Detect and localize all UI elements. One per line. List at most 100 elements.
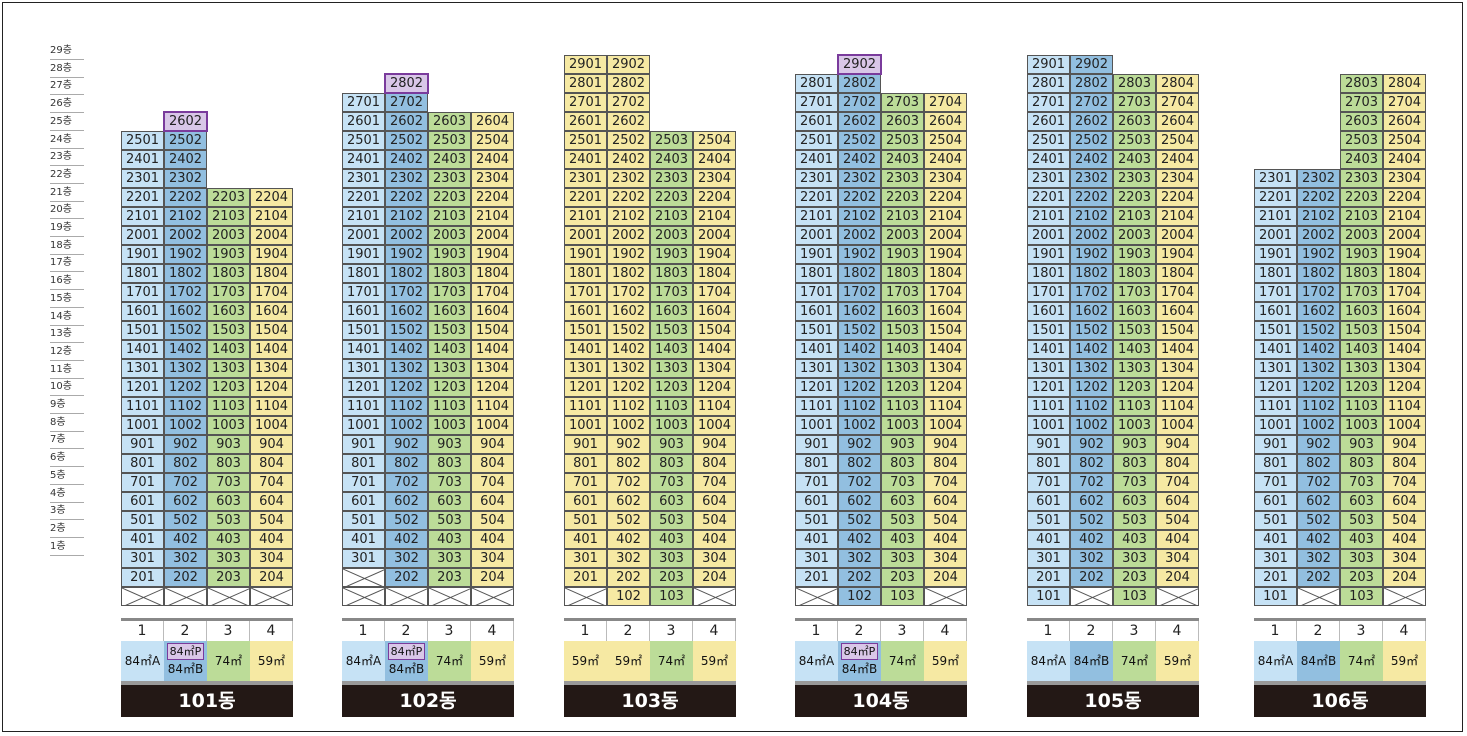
line-number: 3	[881, 621, 924, 641]
unit-cell: 1503	[428, 321, 471, 340]
unit-cell: 2501	[121, 131, 164, 150]
unit-cell: 403	[1113, 530, 1156, 549]
unit-cell: 1802	[607, 264, 650, 283]
floor-label: 21층	[50, 184, 84, 202]
unit-cell: 901	[342, 435, 385, 454]
unit-cell: 2401	[1027, 150, 1070, 169]
unit-cell: 501	[342, 511, 385, 530]
unit-type-label: 74㎡	[207, 641, 250, 681]
unit-cell: 1103	[207, 397, 250, 416]
unit-cell: 602	[838, 492, 881, 511]
unit-cell: 1603	[207, 302, 250, 321]
unit-cell: 1603	[428, 302, 471, 321]
unit-cell: 602	[385, 492, 428, 511]
unit-cell: 1202	[838, 378, 881, 397]
unit-cell: 803	[1340, 454, 1383, 473]
unit-cell: 1304	[1383, 359, 1426, 378]
unit-cell: 601	[564, 492, 607, 511]
unit-cell: 203	[207, 568, 250, 587]
unit-cell: 2001	[1027, 226, 1070, 245]
unit-cell: 2602	[838, 112, 881, 131]
unit-cell: 2302	[1297, 169, 1340, 188]
unit-cell: 1404	[471, 340, 514, 359]
unit-cell: 2102	[164, 207, 207, 226]
line-number: 4	[1383, 621, 1426, 641]
unit-cell: 2202	[1297, 188, 1340, 207]
unit-cell: 403	[1340, 530, 1383, 549]
unit-cell: 2704	[924, 93, 967, 112]
unit-cell: 1304	[1156, 359, 1199, 378]
unit-cell: 2502	[164, 131, 207, 150]
floor-label: 20층	[50, 201, 84, 220]
unit-cell: 2801	[564, 74, 607, 93]
unit-cell: 2302	[164, 169, 207, 188]
unit-cell: 703	[428, 473, 471, 492]
unit-cell: 1104	[471, 397, 514, 416]
unit-type-label: 59㎡	[564, 641, 607, 681]
unit-cell: 2503	[1340, 131, 1383, 150]
unit-cell: 1004	[924, 416, 967, 435]
unit-cell: 1902	[607, 245, 650, 264]
unit-cell: 1204	[250, 378, 293, 397]
unit-cell: 1103	[1113, 397, 1156, 416]
ground-unit-cell: 102	[838, 587, 881, 606]
unit-type-label: 74㎡	[428, 641, 471, 681]
unit-cell: 503	[1113, 511, 1156, 530]
unit-type-label: 59㎡	[1156, 641, 1199, 681]
unit-cell: 702	[838, 473, 881, 492]
unit-cell: 1603	[650, 302, 693, 321]
unit-cell: 1002	[385, 416, 428, 435]
unit-cell: 1102	[385, 397, 428, 416]
floor-label: 13층	[50, 325, 84, 344]
unit-cell: 1504	[693, 321, 736, 340]
unit-type-label: 59㎡	[924, 641, 967, 681]
unit-cell: 702	[164, 473, 207, 492]
pilotis-cell	[250, 587, 293, 606]
unit-cell: 502	[164, 511, 207, 530]
floor-label: 5층	[50, 467, 84, 485]
unit-cell: 1202	[607, 378, 650, 397]
unit-cell: 1004	[471, 416, 514, 435]
unit-cell: 703	[881, 473, 924, 492]
unit-cell: 203	[1113, 568, 1156, 587]
unit-cell: 1802	[385, 264, 428, 283]
unit-cell: 1302	[164, 359, 207, 378]
unit-cell: 202	[607, 568, 650, 587]
floor-label: 19층	[50, 219, 84, 237]
unit-cell: 2103	[650, 207, 693, 226]
unit-cell: 1604	[1156, 302, 1199, 321]
building-name-bar: 101동	[121, 685, 293, 717]
unit-cell: 303	[428, 549, 471, 568]
unit-type-label: 59㎡	[693, 641, 736, 681]
unit-cell: 1602	[385, 302, 428, 321]
unit-cell: 2001	[1254, 226, 1297, 245]
unit-cell: 904	[1156, 435, 1199, 454]
unit-cell: 1701	[342, 283, 385, 302]
unit-type-label: 84㎡A	[342, 641, 385, 681]
unit-cell: 1204	[1383, 378, 1426, 397]
unit-cell: 201	[121, 568, 164, 587]
unit-cell: 603	[650, 492, 693, 511]
unit-cell: 1804	[924, 264, 967, 283]
unit-cell: 1203	[428, 378, 471, 397]
unit-cell: 1402	[838, 340, 881, 359]
unit-cell: 502	[607, 511, 650, 530]
unit-cell: 1401	[1027, 340, 1070, 359]
unit-cell: 2703	[1340, 93, 1383, 112]
pilotis-cell	[564, 587, 607, 606]
unit-cell: 501	[795, 511, 838, 530]
unit-cell: 1604	[1383, 302, 1426, 321]
unit-cell: 2003	[650, 226, 693, 245]
unit-cell: 504	[693, 511, 736, 530]
unit-cell: 2204	[1383, 188, 1426, 207]
unit-cell: 1403	[428, 340, 471, 359]
unit-cell: 2101	[121, 207, 164, 226]
unit-cell: 903	[1340, 435, 1383, 454]
unit-cell: 1202	[1297, 378, 1340, 397]
ground-unit-cell: 101	[1254, 587, 1297, 606]
unit-type-p: 84㎡P	[167, 643, 204, 660]
unit-cell: 804	[924, 454, 967, 473]
unit-cell: 2203	[207, 188, 250, 207]
unit-cell: 2702	[838, 93, 881, 112]
